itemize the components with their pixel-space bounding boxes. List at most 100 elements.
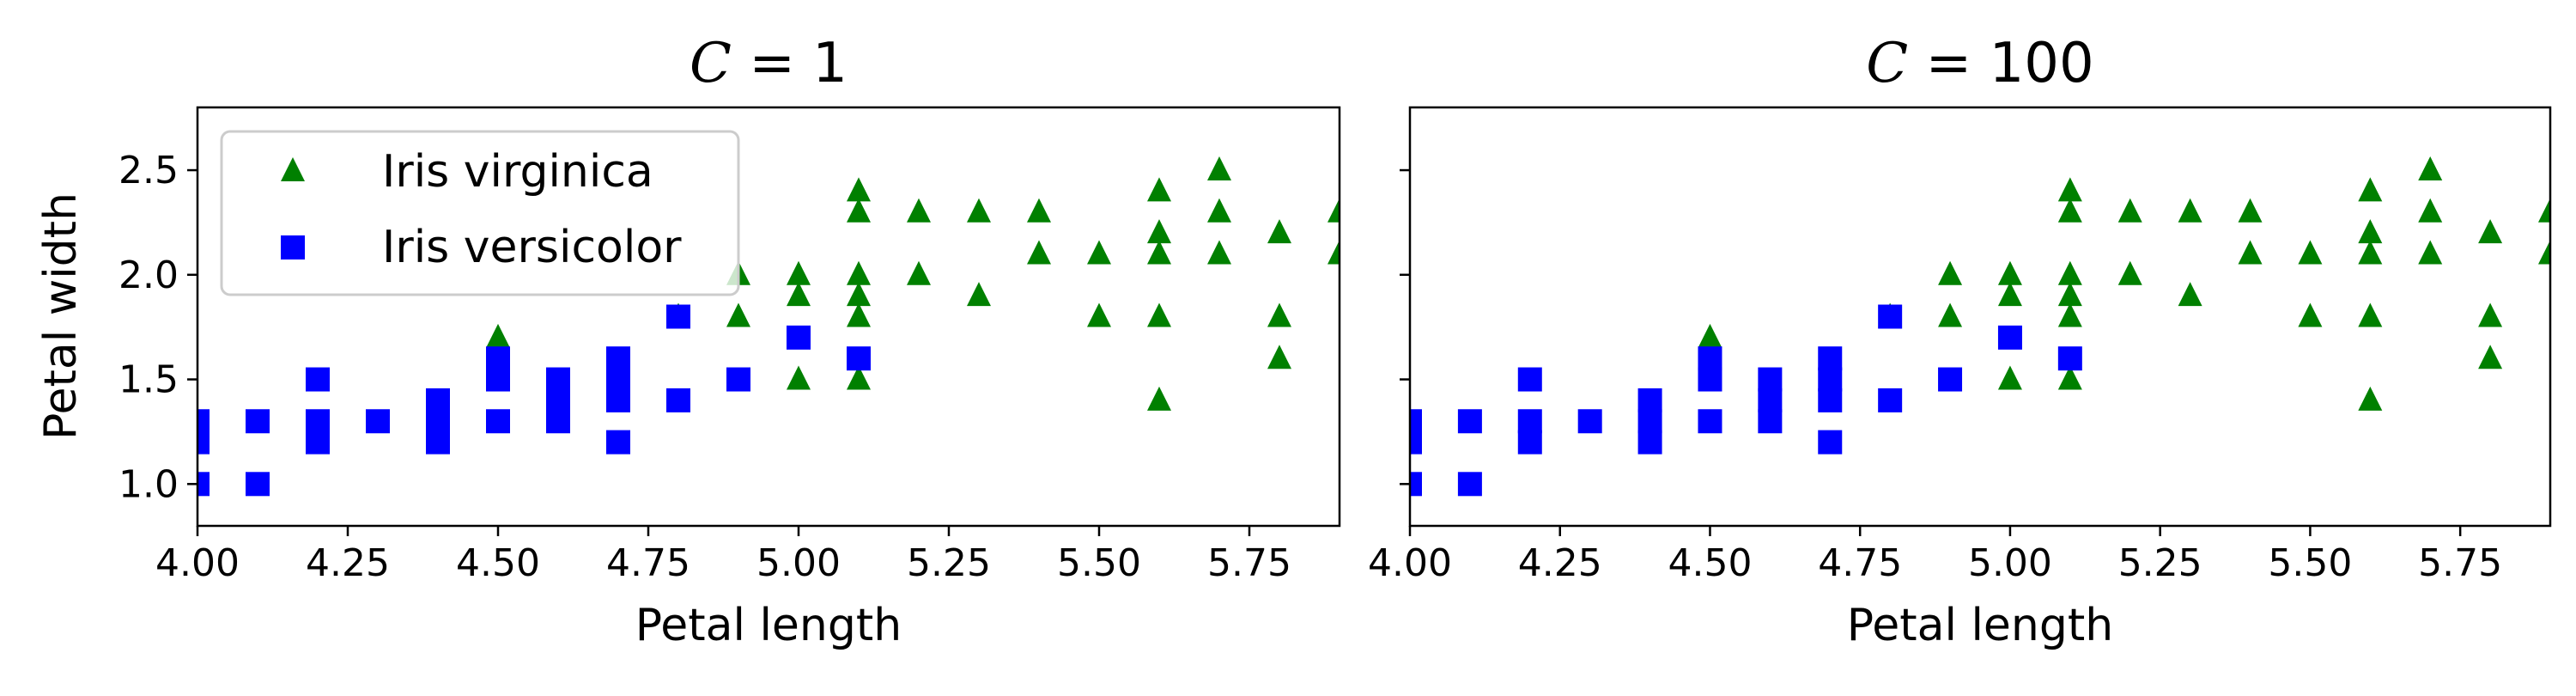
data-point-versicolor xyxy=(2057,346,2082,371)
data-point-versicolor xyxy=(1410,409,1422,434)
data-point-versicolor xyxy=(1758,409,1783,434)
legend-frame xyxy=(220,130,740,296)
data-point-virginica xyxy=(847,198,871,223)
plot-markers xyxy=(197,156,1340,497)
data-point-virginica xyxy=(1997,282,2022,307)
data-point-versicolor xyxy=(1698,346,1722,371)
data-point-virginica xyxy=(1027,240,1051,265)
data-point-versicolor xyxy=(1637,430,1662,455)
plot-markers xyxy=(1410,156,2550,497)
data-point-virginica xyxy=(2358,302,2383,327)
data-point-virginica xyxy=(2358,386,2383,411)
data-point-versicolor xyxy=(1818,430,1843,455)
data-point-versicolor xyxy=(1878,388,1903,412)
data-point-virginica xyxy=(2418,240,2443,265)
data-point-virginica xyxy=(787,365,811,390)
data-point-virginica xyxy=(2358,177,2383,202)
data-point-virginica xyxy=(2298,240,2323,265)
title-var: C xyxy=(690,32,732,95)
data-point-virginica xyxy=(726,302,750,327)
data-point-virginica xyxy=(787,282,811,307)
data-point-virginica xyxy=(1698,323,1722,348)
data-point-virginica xyxy=(1938,302,1963,327)
title-var: C xyxy=(1866,32,1908,95)
data-point-versicolor xyxy=(546,367,570,392)
data-point-versicolor xyxy=(606,346,630,371)
data-point-virginica xyxy=(2057,260,2082,285)
legend-virginica-label: Iris virginica xyxy=(382,146,653,198)
data-point-virginica xyxy=(1327,198,1340,223)
data-point-versicolor xyxy=(1758,367,1783,392)
data-point-virginica xyxy=(1087,302,1111,327)
data-point-versicolor xyxy=(306,367,330,392)
data-point-versicolor xyxy=(666,304,690,329)
data-point-versicolor xyxy=(1410,430,1422,455)
data-point-versicolor xyxy=(1698,367,1722,392)
data-point-versicolor xyxy=(546,388,570,412)
data-point-versicolor xyxy=(1818,388,1843,412)
data-point-versicolor xyxy=(666,388,690,412)
data-point-virginica xyxy=(1147,240,1171,265)
data-point-virginica xyxy=(2117,198,2142,223)
data-point-versicolor xyxy=(1517,367,1542,392)
legend-virginica-marker xyxy=(281,157,305,181)
data-point-virginica xyxy=(1207,198,1231,223)
x-tick-label: 4.50 xyxy=(456,541,540,585)
y-tick-label: 1.5 xyxy=(118,358,179,402)
x-tick-label: 5.00 xyxy=(1968,541,2052,585)
x-tick-label: 4.00 xyxy=(1368,541,1452,585)
data-point-versicolor xyxy=(1818,346,1843,371)
data-point-versicolor xyxy=(787,325,811,350)
data-point-virginica xyxy=(2418,156,2443,181)
data-point-versicolor xyxy=(246,472,270,497)
data-point-virginica xyxy=(847,282,871,307)
data-point-versicolor xyxy=(426,430,450,455)
x-axis-label: Petal length xyxy=(1847,600,2113,651)
data-point-virginica xyxy=(2538,240,2550,265)
data-point-versicolor xyxy=(847,346,871,371)
data-point-versicolor xyxy=(486,367,510,392)
series-versicolor xyxy=(1410,304,2082,497)
x-tick-label: 4.75 xyxy=(1818,541,1902,585)
data-point-versicolor xyxy=(606,367,630,392)
data-point-virginica xyxy=(2057,177,2082,202)
data-point-virginica xyxy=(2478,302,2503,327)
data-point-versicolor xyxy=(1878,304,1903,329)
x-tick-label: 5.50 xyxy=(2268,541,2352,585)
data-point-versicolor xyxy=(1997,325,2022,350)
data-point-virginica xyxy=(1147,386,1171,411)
chart-title-c1: C = 1 xyxy=(690,32,848,95)
data-point-versicolor xyxy=(306,409,330,434)
data-point-versicolor xyxy=(197,409,210,434)
x-tick-label: 5.25 xyxy=(2118,541,2202,585)
data-point-virginica xyxy=(2358,240,2383,265)
data-point-virginica xyxy=(1997,260,2022,285)
x-tick-label: 5.75 xyxy=(1207,541,1291,585)
chart-title-c100: C = 100 xyxy=(1866,32,2093,95)
data-point-versicolor xyxy=(197,430,210,455)
data-point-versicolor xyxy=(1637,409,1662,434)
x-axis-label: Petal length xyxy=(635,600,902,651)
data-point-virginica xyxy=(2238,240,2263,265)
data-point-versicolor xyxy=(1698,409,1722,434)
data-point-virginica xyxy=(2538,198,2550,223)
data-point-versicolor xyxy=(197,472,210,497)
data-point-virginica xyxy=(1207,240,1231,265)
series-virginica xyxy=(1698,156,2550,411)
x-tick-label: 4.00 xyxy=(155,541,240,585)
data-point-versicolor xyxy=(1457,472,1482,497)
y-tick-label: 2.5 xyxy=(118,149,179,192)
plot-frame xyxy=(1408,106,2552,528)
data-point-virginica xyxy=(2057,302,2082,327)
data-point-versicolor xyxy=(546,409,570,434)
data-point-virginica xyxy=(967,282,991,307)
data-point-versicolor xyxy=(426,409,450,434)
data-point-virginica xyxy=(847,365,871,390)
y-axis-label: Petal width xyxy=(35,192,87,440)
data-point-virginica xyxy=(2057,282,2082,307)
data-point-virginica xyxy=(847,177,871,202)
data-point-versicolor xyxy=(726,367,750,392)
data-point-virginica xyxy=(787,260,811,285)
